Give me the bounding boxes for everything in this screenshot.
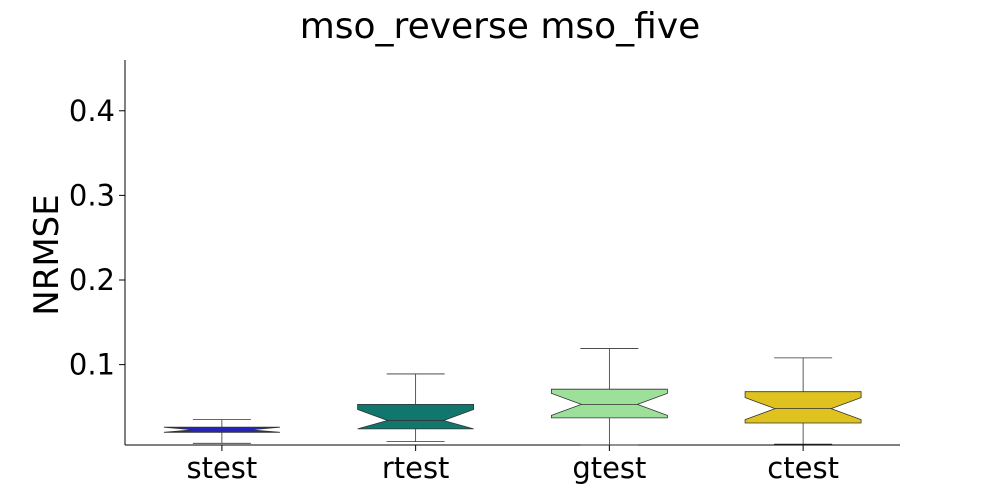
box-gtest [551, 348, 668, 446]
x-tick-label: stest [186, 451, 257, 485]
y-tick-label: 0.2 [69, 263, 115, 297]
box-rtest [357, 373, 475, 443]
box-body [744, 391, 862, 424]
y-tick-label: 0.1 [69, 348, 115, 382]
y-tick-label: 0.4 [69, 94, 115, 128]
chart-title: mso_reverse mso_five [300, 6, 701, 47]
box-ctest [744, 357, 862, 445]
box-body [357, 403, 475, 430]
box-stest [163, 419, 280, 444]
x-tick-label: ctest [767, 451, 839, 485]
tick-labels: 0.1 0.2 0.3 0.4 stest rtest gtest ctest [69, 94, 839, 485]
y-axis-label: NRMSE [27, 194, 67, 315]
y-tick-label: 0.3 [69, 178, 115, 212]
x-tick-label: gtest [572, 451, 646, 485]
axes [119, 60, 900, 451]
box-series [163, 348, 862, 446]
x-tick-label: rtest [382, 451, 450, 485]
box-body [551, 388, 668, 419]
